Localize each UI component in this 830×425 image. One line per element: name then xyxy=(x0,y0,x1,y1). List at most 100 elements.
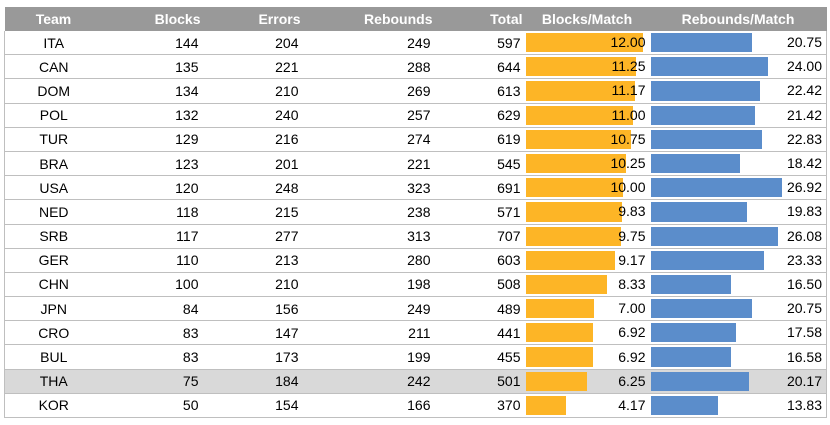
rebounds-per-match-bar xyxy=(650,105,756,125)
rebounds-per-match-bar xyxy=(650,299,752,319)
blocks-cell: 100 xyxy=(102,272,203,298)
rebounds-per-match-bar xyxy=(650,129,762,149)
blocks-per-match-value: 10.00 xyxy=(610,179,646,196)
blocks-cell: 118 xyxy=(102,199,203,225)
blocks-per-match-bar xyxy=(525,33,643,53)
rebounds-per-match-bar xyxy=(650,202,748,222)
table-row: TUR 129 216 274 619 10.75 22.83 xyxy=(4,127,827,152)
rebounds-per-match-value: 16.58 xyxy=(786,348,822,365)
total-cell: 508 xyxy=(434,272,525,298)
table-row: NED 118 215 238 571 9.83 19.83 xyxy=(4,199,827,225)
blocks-per-match-value: 11.25 xyxy=(611,58,646,75)
total-cell: 691 xyxy=(434,175,525,201)
errors-cell: 210 xyxy=(202,78,303,104)
blocks-per-match-bar xyxy=(525,347,594,367)
errors-cell: 277 xyxy=(202,224,303,249)
blocks-per-match-value: 9.83 xyxy=(618,203,646,220)
blocks-per-match-bar xyxy=(525,178,624,198)
rebounds-per-match-bar xyxy=(650,178,782,198)
rebounds-per-match-bar xyxy=(650,57,768,77)
rebounds-per-match-cell: 19.83 xyxy=(649,199,827,225)
blocks-per-match-value: 7.00 xyxy=(618,300,646,317)
blocks-per-match-cell: 11.00 xyxy=(524,103,650,128)
blocks-per-match-cell: 4.17 xyxy=(524,393,650,419)
errors-cell: 240 xyxy=(202,103,303,128)
rebounds-per-match-value: 23.33 xyxy=(786,251,822,268)
blocks-per-match-cell: 10.25 xyxy=(524,151,650,177)
blocks-cell: 110 xyxy=(102,248,203,273)
rebounds-per-match-bar xyxy=(650,226,778,246)
rebounds-cell: 274 xyxy=(302,127,435,152)
rebounds-cell: 249 xyxy=(302,296,435,322)
blocks-cell: 129 xyxy=(102,127,203,152)
rebounds-per-match-cell: 20.75 xyxy=(649,31,827,56)
total-cell: 455 xyxy=(434,344,525,370)
rebounds-per-match-cell: 18.42 xyxy=(649,151,827,177)
rebounds-per-match-value: 21.42 xyxy=(786,106,822,123)
total-cell: 501 xyxy=(434,369,525,394)
rebounds-per-match-value: 20.17 xyxy=(786,372,822,389)
blocks-per-match-bar xyxy=(525,226,621,246)
blocks-per-match-value: 10.25 xyxy=(610,155,646,172)
blocks-per-match-cell: 7.00 xyxy=(524,296,650,322)
team-cell: CHN xyxy=(4,272,103,298)
blocks-per-match-value: 10.75 xyxy=(610,130,646,147)
team-cell: THA xyxy=(4,369,103,394)
blocks-per-match-cell: 10.00 xyxy=(524,175,650,201)
blocks-cell: 117 xyxy=(102,224,203,249)
header-rebounds-per-match: Rebounds/Match xyxy=(649,7,827,31)
rebounds-cell: 221 xyxy=(302,151,435,177)
errors-cell: 184 xyxy=(202,369,303,394)
rebounds-cell: 323 xyxy=(302,175,435,201)
team-cell: TUR xyxy=(4,127,103,152)
errors-cell: 154 xyxy=(202,393,303,419)
blocks-cell: 75 xyxy=(102,369,203,394)
rebounds-cell: 257 xyxy=(302,103,435,128)
rebounds-per-match-cell: 20.75 xyxy=(649,296,827,322)
rebounds-cell: 199 xyxy=(302,344,435,370)
errors-cell: 216 xyxy=(202,127,303,152)
team-cell: USA xyxy=(4,175,103,201)
blocks-cell: 135 xyxy=(102,54,203,80)
blocks-per-match-cell: 6.92 xyxy=(524,320,650,346)
rebounds-per-match-cell: 20.17 xyxy=(649,369,827,394)
team-cell: GER xyxy=(4,248,103,273)
team-cell: BRA xyxy=(4,151,103,177)
team-cell: CAN xyxy=(4,54,103,80)
blocks-cell: 83 xyxy=(102,320,203,346)
blocks-per-match-value: 8.33 xyxy=(618,275,646,292)
errors-cell: 147 xyxy=(202,320,303,346)
total-cell: 707 xyxy=(434,224,525,249)
total-cell: 644 xyxy=(434,54,525,80)
blocks-per-match-cell: 6.25 xyxy=(524,369,650,394)
errors-cell: 210 xyxy=(202,272,303,298)
blocks-cell: 144 xyxy=(102,31,203,56)
rebounds-per-match-value: 24.00 xyxy=(786,58,822,75)
rebounds-cell: 288 xyxy=(302,54,435,80)
rebounds-per-match-bar xyxy=(650,395,719,415)
blocks-per-match-value: 6.92 xyxy=(618,324,646,341)
blocks-per-match-value: 4.17 xyxy=(618,396,646,413)
errors-cell: 213 xyxy=(202,248,303,273)
rebounds-per-match-cell: 22.83 xyxy=(649,127,827,152)
errors-cell: 173 xyxy=(202,344,303,370)
rebounds-per-match-cell: 26.92 xyxy=(649,175,827,201)
rebounds-per-match-bar xyxy=(650,250,765,270)
table-row: THA 75 184 242 501 6.25 20.17 xyxy=(4,369,827,394)
blocks-per-match-cell: 8.33 xyxy=(524,272,650,298)
errors-cell: 156 xyxy=(202,296,303,322)
rebounds-per-match-value: 19.83 xyxy=(786,203,822,220)
blocks-per-match-bar xyxy=(525,202,622,222)
errors-cell: 221 xyxy=(202,54,303,80)
rebounds-per-match-value: 18.42 xyxy=(786,155,822,172)
team-cell: DOM xyxy=(4,78,103,104)
blocks-per-match-bar xyxy=(525,299,594,319)
table-row: BUL 83 173 199 455 6.92 16.58 xyxy=(4,344,827,370)
total-cell: 370 xyxy=(434,393,525,419)
total-cell: 545 xyxy=(434,151,525,177)
rebounds-per-match-value: 22.42 xyxy=(786,82,822,99)
rebounds-per-match-bar xyxy=(650,33,752,53)
rebounds-per-match-cell: 17.58 xyxy=(649,320,827,346)
table-row: CAN 135 221 288 644 11.25 24.00 xyxy=(4,54,827,80)
blocks-per-match-bar xyxy=(525,105,634,125)
